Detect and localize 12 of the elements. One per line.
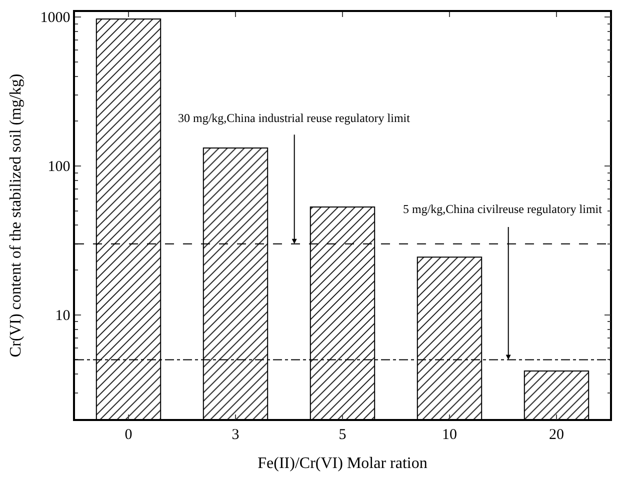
x-tick-label: 10 bbox=[442, 426, 457, 443]
y-tick-label: 1000 bbox=[40, 10, 70, 26]
x-axis-title: Fe(II)/Cr(VI) Molar ration bbox=[258, 454, 428, 472]
x-tick-label: 3 bbox=[232, 426, 240, 443]
y-tick-label: 100 bbox=[48, 159, 70, 176]
x-tick-label: 0 bbox=[124, 426, 132, 443]
ref-line-label: 5 mg/kg,China civilreuse regulatory limit bbox=[403, 202, 603, 216]
x-tick-label: 5 bbox=[338, 426, 346, 443]
ref-line-label: 30 mg/kg,China industrial reuse regulatory limit bbox=[178, 111, 411, 125]
y-axis-title: Cr(VI) content of the stabilized soil (mg/kg) bbox=[8, 74, 25, 358]
y-tick-label: 10 bbox=[55, 308, 70, 324]
x-tick-label: 20 bbox=[549, 426, 564, 443]
